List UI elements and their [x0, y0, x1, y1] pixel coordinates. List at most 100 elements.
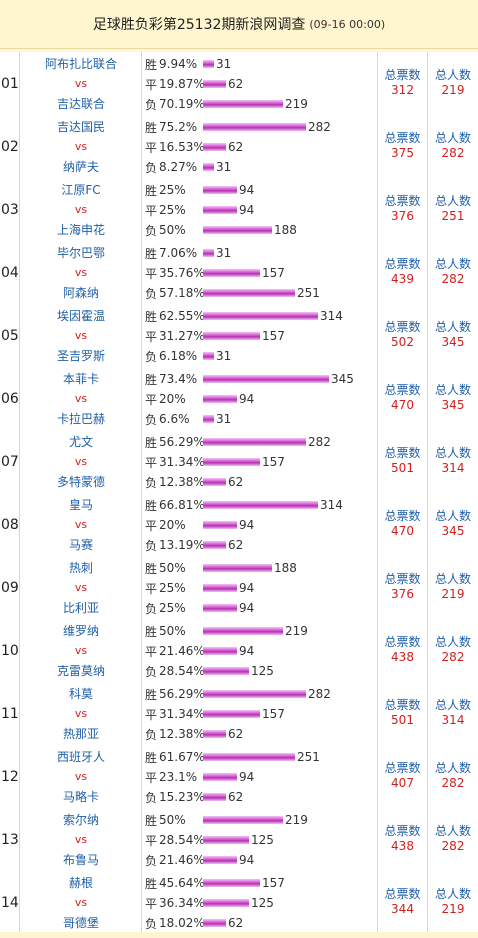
away-team-link[interactable]: 比利亚: [62, 601, 99, 615]
home-team-link[interactable]: 赫根: [68, 876, 93, 890]
match-number: 06: [0, 367, 20, 430]
match-row: 11 科莫 vs 热那亚 胜 56.29% 282 平 31.34% 157 负 12.38% 62 总票…: [0, 682, 478, 746]
lose-vote-line: 负 21.46% 94: [145, 850, 254, 870]
win-label: 胜: [145, 120, 158, 135]
draw-percent: 36.34%: [159, 896, 205, 910]
win-percent: 61.67%: [159, 750, 205, 764]
match-row: 06 本菲卡 vs 卡拉巴赫胜 73.4% 345 平 20% 94 负 6.6% 31 总票数 470 总…: [0, 367, 478, 431]
away-team-link[interactable]: 圣吉罗斯: [56, 349, 105, 363]
home-team-link[interactable]: 阿布扎比联合: [44, 57, 117, 71]
draw-percent: 20%: [159, 518, 186, 532]
home-team-link[interactable]: 本菲卡: [62, 372, 99, 386]
home-team-link[interactable]: 尤文: [68, 435, 93, 449]
away-team-link[interactable]: 多特蒙德: [56, 475, 105, 489]
total-votes-value: 312: [391, 83, 414, 97]
match-row: 02 吉达国民 vs 纳萨夫 胜 75.2% 282 平 16.53% 62 负 8.27% 31 总票数…: [0, 115, 478, 179]
home-team-link[interactable]: 吉达国民: [56, 120, 105, 134]
vs-label: vs: [74, 455, 88, 468]
match-number: 09: [0, 556, 20, 619]
away-team-link[interactable]: 布鲁马: [62, 853, 99, 867]
away-team-link[interactable]: 克雷莫纳: [56, 664, 105, 678]
lose-label: 负: [145, 664, 158, 679]
win-vote-line: 胜 62.55% 314: [145, 306, 343, 326]
match-number: 02: [0, 115, 20, 178]
draw-vote-count: 94: [239, 581, 255, 595]
win-vote-count: 94: [239, 183, 255, 197]
away-team-link[interactable]: 阿森纳: [62, 286, 99, 300]
win-label: 胜: [145, 813, 158, 828]
total-people-cell: 总人数 251: [428, 178, 478, 241]
win-label: 胜: [145, 624, 158, 639]
home-team-link[interactable]: 埃因霍温: [56, 309, 105, 323]
lose-vote-count: 188: [274, 223, 297, 237]
draw-label: 平: [145, 707, 158, 722]
lose-vote-bar: [203, 919, 226, 927]
draw-vote-line: 平 25% 94: [145, 200, 254, 220]
total-people-label: 总人数: [434, 257, 471, 271]
win-vote-line: 胜 25% 94: [145, 180, 254, 200]
lose-label: 负: [145, 601, 158, 616]
total-people-cell: 总人数 282: [428, 745, 478, 808]
away-team-link[interactable]: 吉达联合: [56, 97, 105, 111]
teams-cell: 吉达国民 vs 纳萨夫: [20, 115, 142, 178]
draw-percent: 25%: [159, 203, 186, 217]
home-team-link[interactable]: 维罗纳: [62, 624, 99, 638]
total-people-label: 总人数: [434, 68, 471, 82]
total-people-label: 总人数: [434, 572, 471, 586]
win-vote-line: 胜 9.94% 31: [145, 54, 231, 74]
away-team-link[interactable]: 卡拉巴赫: [56, 412, 105, 426]
total-votes-label: 总票数: [384, 761, 421, 775]
total-people-label: 总人数: [434, 698, 471, 712]
draw-vote-count: 62: [228, 140, 244, 154]
draw-vote-count: 157: [262, 707, 285, 721]
total-people-value: 314: [441, 713, 465, 727]
win-vote-bar: [203, 375, 329, 383]
home-team-link[interactable]: 西班牙人: [56, 750, 105, 764]
total-votes-cell: 总票数 501: [378, 682, 428, 745]
vote-stats-cell: 胜 25% 94 平 25% 94 负 50% 188: [142, 178, 378, 241]
away-team-link[interactable]: 马略卡: [62, 790, 99, 804]
total-votes-value: 470: [391, 524, 414, 538]
home-team-link[interactable]: 皇马: [68, 498, 93, 512]
home-team-link[interactable]: 江原FC: [61, 183, 101, 197]
away-team-link[interactable]: 马赛: [68, 538, 93, 552]
home-team-link[interactable]: 毕尔巴鄂: [56, 246, 105, 260]
win-vote-count: 345: [331, 372, 354, 386]
total-votes-cell: 总票数 376: [378, 178, 428, 241]
draw-vote-count: 125: [251, 833, 274, 847]
lose-vote-count: 31: [216, 412, 232, 426]
away-team-link[interactable]: 上海申花: [56, 223, 105, 237]
win-percent: 62.55%: [159, 309, 205, 323]
home-team-link[interactable]: 索尔纳: [62, 813, 99, 827]
total-people-value: 282: [441, 146, 465, 160]
draw-label: 平: [145, 329, 158, 344]
match-row: 04 毕尔巴鄂 vs 阿森纳 胜 7.06% 31 平 35.76% 157 负 57.18% 251 总…: [0, 241, 478, 305]
draw-label: 平: [145, 581, 158, 596]
win-vote-bar: [203, 312, 318, 320]
total-votes-cell: 总票数 407: [378, 745, 428, 808]
lose-vote-count: 31: [216, 349, 232, 363]
away-team-link[interactable]: 热那亚: [62, 727, 99, 741]
draw-vote-count: 62: [228, 77, 244, 91]
home-team-link[interactable]: 科莫: [68, 687, 93, 701]
total-people-value: 219: [441, 902, 465, 916]
total-people-label: 总人数: [434, 446, 471, 460]
home-team-link[interactable]: 热刺: [68, 561, 93, 575]
win-vote-count: 188: [274, 561, 297, 575]
draw-label: 平: [145, 455, 158, 470]
total-votes-value: 376: [391, 209, 414, 223]
draw-percent: 19.87%: [159, 77, 205, 91]
total-people-value: 282: [441, 272, 465, 286]
win-vote-count: 282: [308, 435, 331, 449]
win-percent: 9.94%: [159, 57, 198, 71]
away-team-link[interactable]: 哥德堡: [62, 916, 99, 930]
match-row: 09 热刺 vs 比利亚胜 50% 188 平 25% 94 负 25% 94 总票数 376 总人数 219: [0, 556, 478, 620]
match-row: 07 尤文 vs 多特蒙德 胜 56.29% 282 平 31.34% 157 负 12.38% 62 总…: [0, 430, 478, 494]
win-percent: 25%: [159, 183, 186, 197]
win-percent: 56.29%: [159, 687, 205, 701]
total-votes-label: 总票数: [384, 635, 421, 649]
match-number: 01: [0, 52, 20, 115]
away-team-link[interactable]: 纳萨夫: [62, 160, 99, 174]
draw-percent: 35.76%: [159, 266, 205, 280]
total-people-cell: 总人数 282: [428, 241, 478, 304]
